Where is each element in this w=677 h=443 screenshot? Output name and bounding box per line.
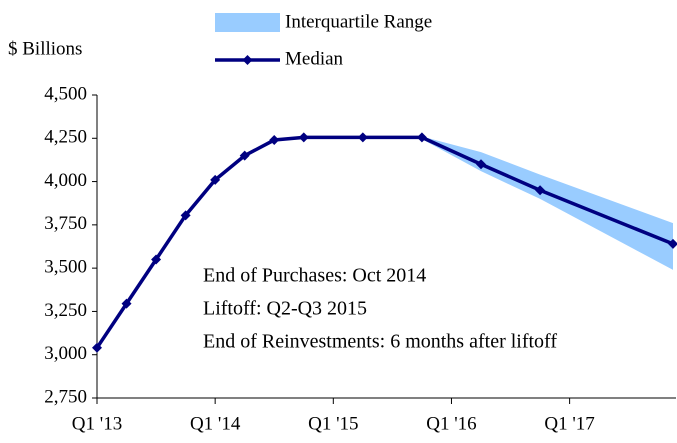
median-marker xyxy=(239,150,250,161)
median-marker xyxy=(210,174,221,185)
y-tick-label: 4,250 xyxy=(44,127,87,148)
iqr-band xyxy=(97,136,673,348)
y-tick-label: 3,500 xyxy=(44,257,87,278)
annotation: End of Reinvestments: 6 months after lif… xyxy=(203,331,557,353)
median-marker xyxy=(92,342,102,353)
y-tick-label: 3,250 xyxy=(44,300,87,321)
y-tick-label: 3,000 xyxy=(44,343,87,364)
x-tick-label: Q1 '13 xyxy=(72,413,122,434)
x-tick-label: Q1 '16 xyxy=(426,413,476,434)
y-axis-label: $ Billions xyxy=(8,38,82,59)
y-tick-label: 4,000 xyxy=(44,170,87,191)
legend-marker xyxy=(242,55,253,65)
median-line xyxy=(95,135,674,349)
median-marker xyxy=(298,132,309,143)
median-marker xyxy=(668,238,677,249)
median-marker xyxy=(416,132,427,143)
median-marker xyxy=(476,159,486,170)
x-tick-label: Q1 '15 xyxy=(308,413,358,434)
annotation: Liftoff: Q2-Q3 2015 xyxy=(203,298,367,320)
median-marker xyxy=(151,254,162,265)
legend-swatch xyxy=(215,13,280,32)
x-tick-label: Q1 '17 xyxy=(544,413,594,434)
median-marker xyxy=(180,210,191,221)
annotation: End of Purchases: Oct 2014 xyxy=(203,265,426,287)
median-marker xyxy=(269,135,280,146)
x-tick-label: Q1 '14 xyxy=(190,413,241,434)
y-tick-label: 4,500 xyxy=(44,83,87,104)
median-marker xyxy=(121,298,132,309)
legend-label: Median xyxy=(285,48,344,69)
y-tick-label: 2,750 xyxy=(44,386,87,407)
legend-label: Interquartile Range xyxy=(285,11,432,32)
y-tick-label: 3,750 xyxy=(44,213,87,234)
median-marker xyxy=(357,132,368,143)
median-marker xyxy=(535,185,546,196)
